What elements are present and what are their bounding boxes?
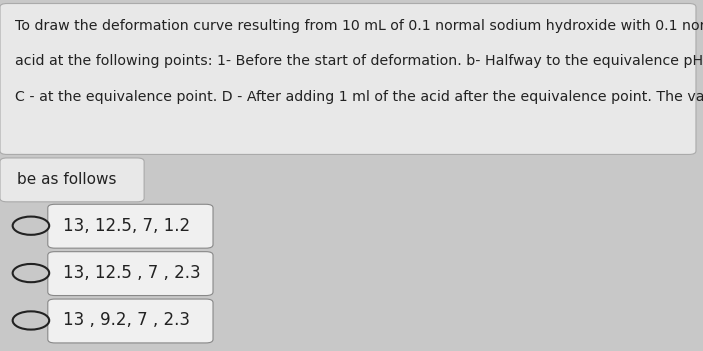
Circle shape xyxy=(13,264,49,282)
Text: To draw the deformation curve resulting from 10 mL of 0.1 normal sodium hydroxid: To draw the deformation curve resulting … xyxy=(15,19,703,33)
Text: 13 , 9.2, 7 , 2.3: 13 , 9.2, 7 , 2.3 xyxy=(63,311,191,330)
FancyBboxPatch shape xyxy=(0,158,144,202)
Circle shape xyxy=(13,311,49,330)
FancyBboxPatch shape xyxy=(48,252,213,296)
Circle shape xyxy=(13,217,49,235)
Text: acid at the following points: 1- Before the start of deformation. b- Halfway to : acid at the following points: 1- Before … xyxy=(15,54,703,68)
Text: 13, 12.5 , 7 , 2.3: 13, 12.5 , 7 , 2.3 xyxy=(63,264,201,282)
Text: C - at the equivalence point. D - After adding 1 ml of the acid after the equiva: C - at the equivalence point. D - After … xyxy=(15,90,703,104)
Text: be as follows: be as follows xyxy=(17,172,117,186)
FancyBboxPatch shape xyxy=(48,204,213,248)
Text: 13, 12.5, 7, 1.2: 13, 12.5, 7, 1.2 xyxy=(63,217,191,235)
FancyBboxPatch shape xyxy=(0,4,696,154)
FancyBboxPatch shape xyxy=(48,299,213,343)
